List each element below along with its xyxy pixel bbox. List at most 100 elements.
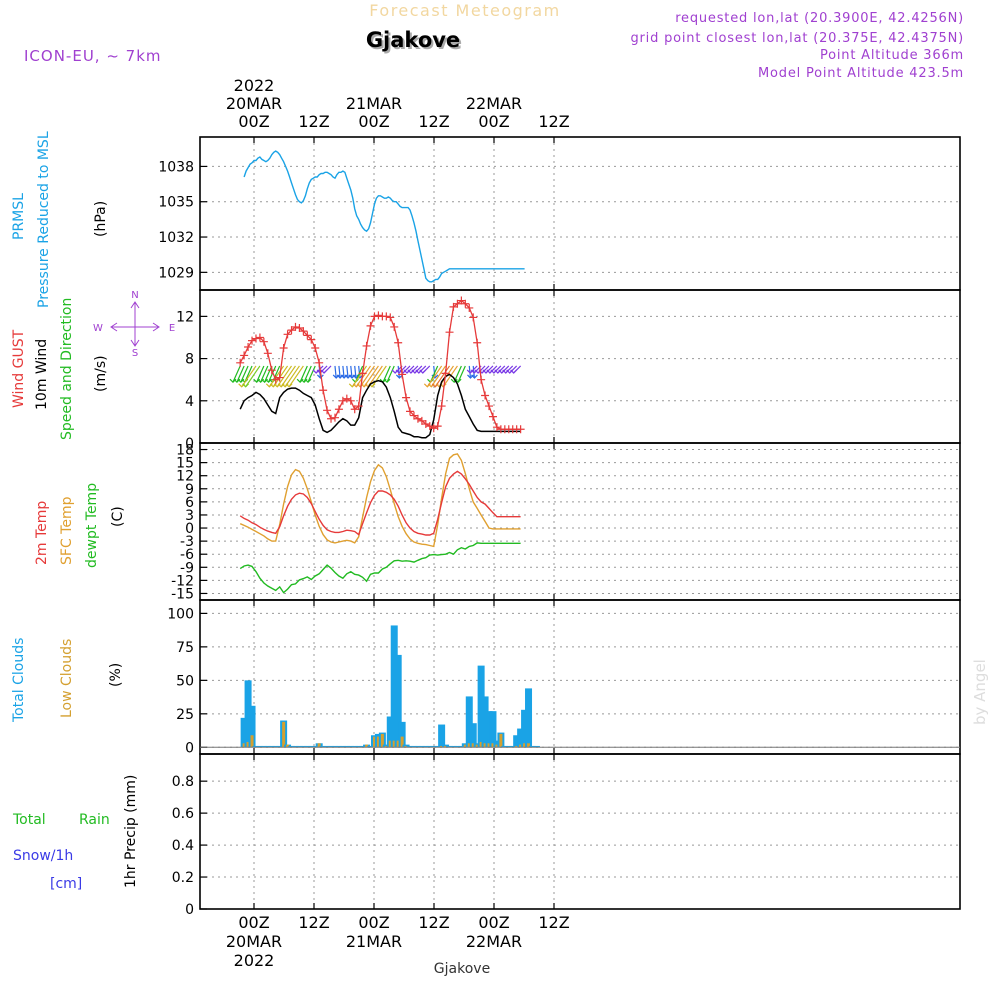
dewpt-temp-line — [239, 542, 521, 594]
temp-sfc-label: SFC Temp — [59, 496, 75, 565]
low-clouds-bar — [400, 736, 404, 748]
top-time-label: 12Z — [418, 112, 449, 131]
low-clouds-bar — [246, 741, 250, 748]
low-clouds-bar — [495, 744, 499, 748]
low-clouds-bar — [286, 744, 290, 748]
wind-gust-marker — [303, 331, 312, 340]
total-clouds-bar — [268, 745, 276, 748]
total-clouds-bar — [398, 721, 406, 748]
total-clouds-bar — [367, 745, 375, 748]
total-clouds-bar — [465, 696, 473, 748]
total-clouds-bar — [505, 745, 513, 748]
top-time-text: 00Z — [478, 112, 509, 131]
total-clouds-bar — [327, 745, 335, 748]
wind-direction-arrow — [245, 365, 261, 388]
panel-clouds: 0 25 50 75 100 — [167, 599, 961, 756]
low-clouds-label: Low Clouds — [59, 639, 75, 718]
wind-speed-line — [239, 373, 521, 439]
y-tick-label: 1035 — [158, 195, 194, 211]
temp-labels: 2m Temp SFC Temp dewpt Temp (C) — [34, 483, 126, 568]
wind-gust-marker — [465, 303, 474, 312]
wind-gust-marker — [259, 337, 268, 346]
wind-unit: (m/s) — [93, 355, 109, 392]
y-tick-label: 75 — [176, 640, 194, 656]
y-tick-label: 0.2 — [172, 870, 194, 886]
wind-direction-arrow — [241, 365, 257, 388]
wind-gust-marker — [374, 311, 383, 320]
chart-subtitle: Forecast Meteogram — [369, 1, 560, 20]
total-clouds-bar — [493, 740, 501, 748]
panel-wind: 0 4 8 12 — [176, 289, 961, 452]
compass-east: E — [169, 323, 175, 334]
wind-gust-line — [239, 299, 521, 430]
wind-gust-marker — [240, 351, 249, 360]
y-tick-label: -6 — [180, 547, 194, 563]
wind-gust-marker — [370, 312, 379, 321]
wind-gust-marker — [330, 413, 339, 422]
total-clouds-bar — [359, 745, 367, 748]
total-clouds-bar — [525, 688, 533, 748]
precip-snow-label: Snow/1h — [13, 848, 73, 864]
temp-2m-label: 2m Temp — [34, 501, 50, 565]
precip-unit: 1hr Precip (mm) — [123, 775, 139, 888]
wind-gust-marker — [445, 328, 454, 337]
y-tick-label: 0.6 — [172, 806, 194, 822]
bottom-time-text: 2022 — [234, 951, 275, 970]
y-tick-label: -9 — [180, 560, 194, 576]
wind-gust-marker — [291, 322, 300, 331]
wind-direction-arrowhead — [316, 374, 324, 379]
total-clouds-bar — [386, 716, 394, 748]
wind-speed-dir-label: Speed and Direction — [59, 298, 75, 440]
total-clouds-bar — [339, 745, 347, 748]
wind-gust-marker — [437, 402, 446, 411]
clouds-unit: (%) — [108, 663, 124, 687]
y-tick-label: 4 — [185, 394, 194, 410]
low-clouds-bar — [372, 736, 376, 748]
pressure-label-msl: Pressure Reduced to MSL — [36, 131, 52, 308]
low-clouds-bar — [491, 743, 495, 748]
total-clouds-bar — [288, 745, 296, 748]
total-clouds-bar — [521, 709, 529, 748]
total-clouds-bar — [299, 745, 307, 748]
total-clouds-bar — [414, 745, 422, 748]
wind-direction-arrowhead — [383, 378, 391, 384]
total-clouds-bar — [319, 745, 327, 748]
panel-frame — [199, 753, 961, 910]
panel-frame — [199, 289, 961, 444]
total-clouds-bar — [394, 654, 402, 748]
y-tick-label: 8 — [185, 352, 194, 368]
y-tick-label: 18 — [176, 443, 194, 459]
wind-direction-arrow — [288, 365, 304, 388]
wind-direction-arrow — [457, 365, 466, 383]
total-clouds-bar — [264, 745, 272, 748]
wind-direction-arrowhead — [395, 374, 403, 379]
bottom-time-text: 21MAR — [346, 932, 402, 951]
total-clouds-bar — [248, 705, 256, 748]
wind-direction-arrow — [430, 365, 447, 388]
total-clouds-bar — [351, 745, 359, 748]
grid-point-coords: grid point closest lon,lat (20.375E, 42.… — [630, 31, 964, 46]
wind-gust-marker — [488, 412, 497, 421]
total-clouds-bar — [485, 711, 493, 748]
total-clouds-bar — [331, 745, 339, 748]
wind-direction-arrow — [280, 365, 296, 388]
bottom-time-text: 12Z — [538, 913, 569, 932]
compass-west: W — [93, 323, 103, 334]
low-clouds-bar — [404, 745, 408, 748]
wind-gust-marker — [433, 422, 442, 431]
wind-gust-marker — [342, 394, 351, 403]
y-tick-label: 9 — [185, 482, 194, 498]
low-clouds-bar — [317, 743, 321, 748]
wind-gust-marker — [279, 344, 288, 353]
total-clouds-bar — [453, 745, 461, 748]
wind-gust-marker — [382, 312, 391, 321]
low-clouds-bar — [475, 744, 479, 748]
y-tick-label: 1032 — [158, 230, 194, 246]
y-tick-label: 25 — [176, 707, 194, 723]
wind-gust-marker — [485, 402, 494, 411]
low-clouds-bar — [250, 735, 254, 748]
total-clouds-bar — [240, 717, 248, 748]
wind-gust-marker — [473, 338, 482, 347]
wind-gust-marker — [307, 335, 316, 344]
